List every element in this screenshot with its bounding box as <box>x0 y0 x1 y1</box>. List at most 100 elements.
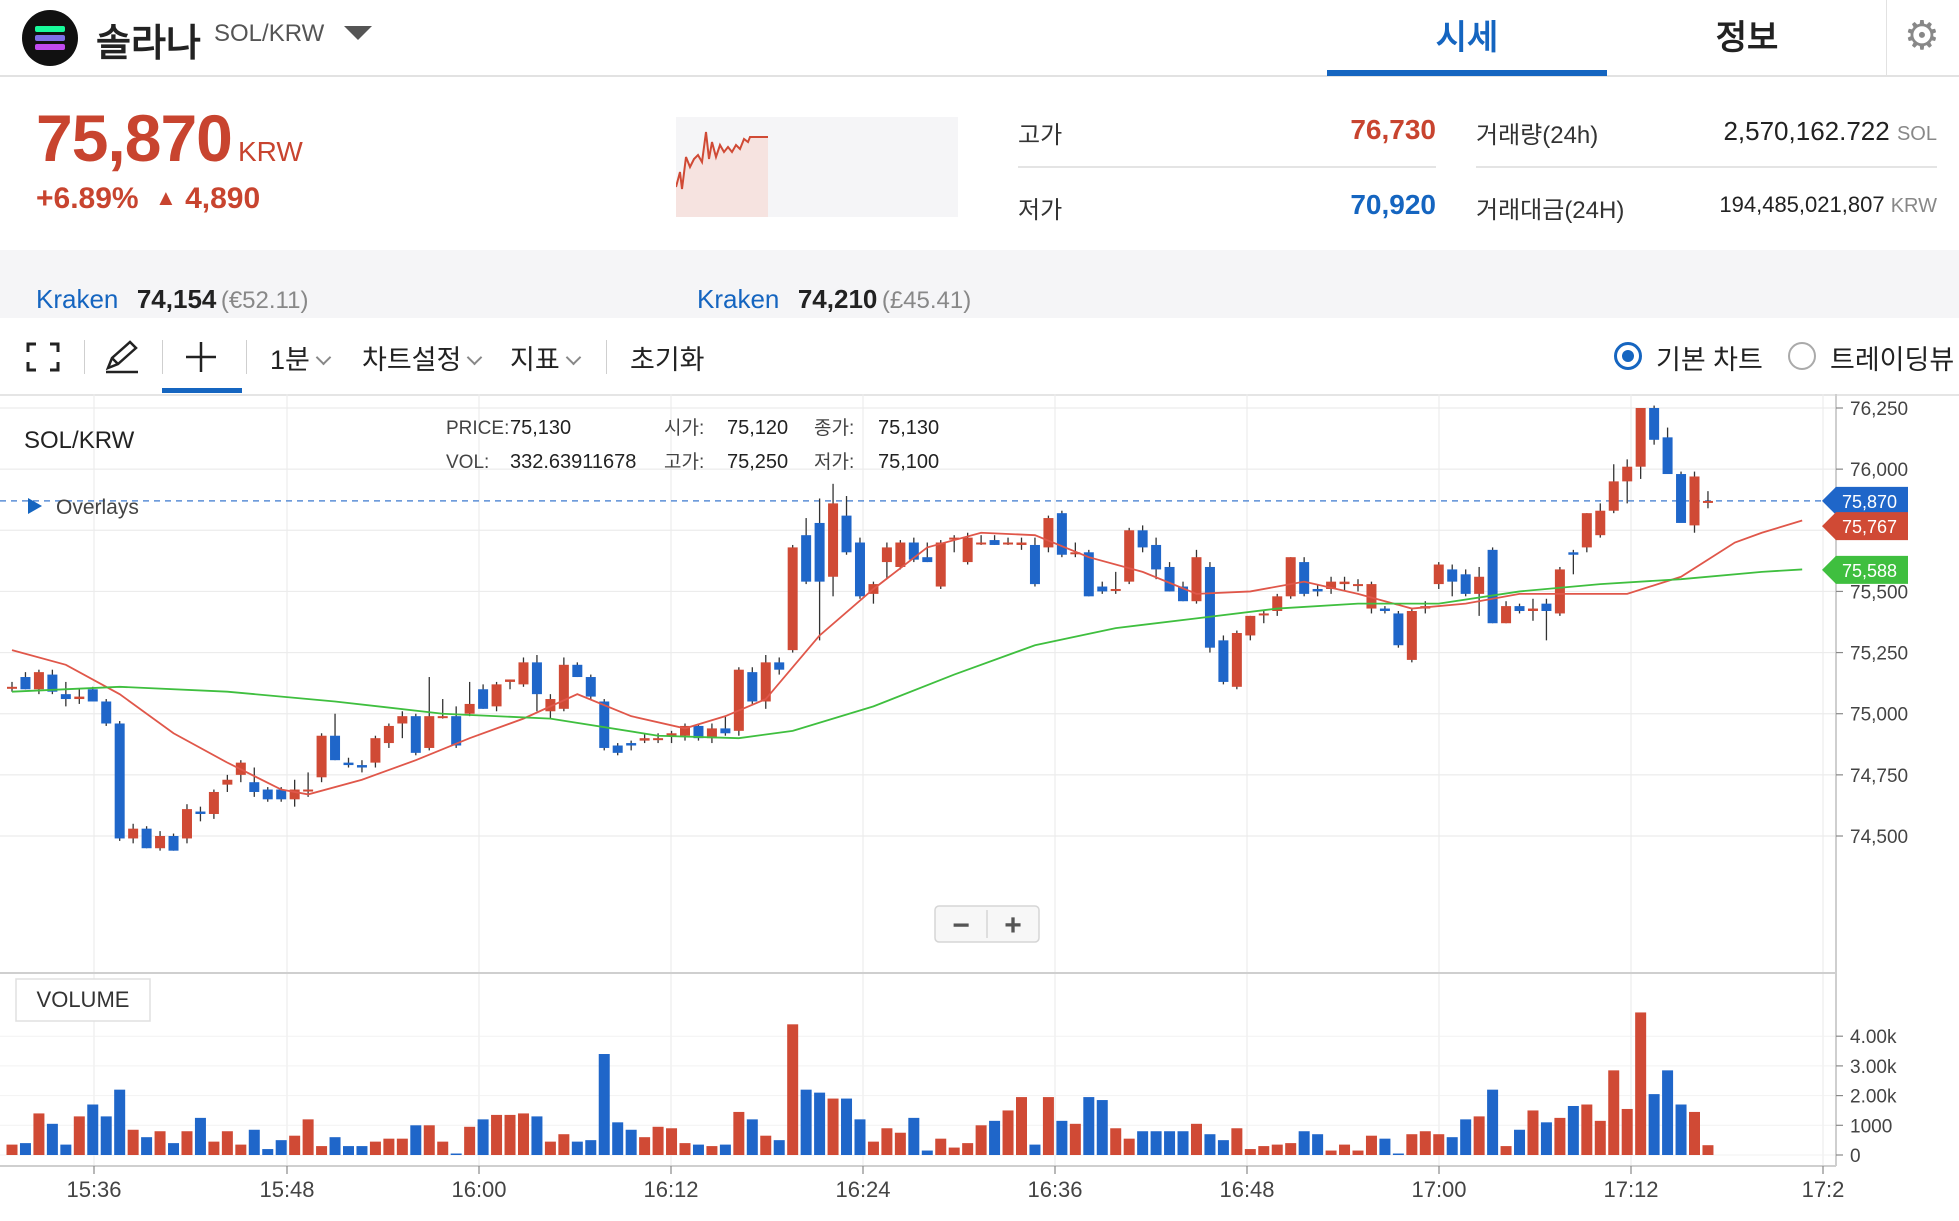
volume-bar <box>746 1119 758 1155</box>
amount-24h: 194,485,021,807 KRW <box>1640 192 1937 218</box>
candle-body <box>1029 544 1040 585</box>
candle-body <box>1393 613 1404 646</box>
candle-body <box>33 672 44 690</box>
candle-body <box>639 738 650 741</box>
volume-bar <box>100 1116 112 1155</box>
volume-bar <box>60 1144 72 1155</box>
tab-price[interactable]: 시세 <box>1327 10 1607 76</box>
basic-chart-label[interactable]: 기본 차트 <box>1656 345 1763 375</box>
volume-bar <box>181 1131 193 1155</box>
candle-body <box>60 694 71 700</box>
volume-bar <box>800 1089 812 1155</box>
volume-bar <box>221 1131 233 1155</box>
candle-body <box>908 542 919 560</box>
basic-chart-radio[interactable] <box>1614 342 1642 370</box>
volume-bar <box>1150 1131 1162 1155</box>
candle-body <box>1581 513 1592 548</box>
exchange-item[interactable]: Kraken 74,154 (€52.11) <box>36 284 308 315</box>
low-label: 저가 <box>1018 197 1063 224</box>
candle-body <box>1326 581 1337 589</box>
candle-body <box>1635 408 1646 467</box>
zoom-in-button[interactable]: + <box>1004 909 1022 942</box>
candlestick-chart[interactable]: 76,25076,00075,75075,50075,25075,00074,7… <box>0 394 1959 1221</box>
volume-bar <box>1298 1131 1310 1155</box>
candle-body <box>653 738 664 741</box>
volume-bar <box>1231 1128 1243 1155</box>
candle-body <box>1702 500 1713 503</box>
volume-axis: 4.00k 3.00k 2.00k 1000 0 <box>1836 1027 1897 1167</box>
volume-value: 2,570,162.722 <box>1723 116 1890 146</box>
time-tick-label: 15:48 <box>259 1177 314 1202</box>
candle-body <box>141 828 152 849</box>
candle-body <box>1299 562 1310 594</box>
settings-button[interactable]: ⚙ <box>1886 0 1959 75</box>
candle-body <box>976 542 987 545</box>
indicators-label: 지표 <box>510 345 560 375</box>
price-value: 75,130 <box>510 417 571 439</box>
volume-bar <box>1123 1138 1135 1155</box>
volume-bar <box>1069 1123 1081 1155</box>
candle-body <box>289 789 300 800</box>
candle-body <box>545 699 556 712</box>
crosshair-icon[interactable] <box>184 340 218 374</box>
fullscreen-icon[interactable] <box>26 342 60 372</box>
coin-name: 솔라나 <box>96 23 201 65</box>
price-tick-label: 74,500 <box>1850 827 1908 848</box>
candle-body <box>1339 581 1350 585</box>
volume-bar <box>1392 1153 1404 1155</box>
reset-button[interactable]: 초기화 <box>630 345 705 375</box>
candle-body <box>505 679 516 682</box>
tradingview-label[interactable]: 트레이딩뷰 <box>1830 345 1955 375</box>
volume-bar <box>719 1144 731 1155</box>
volume-bar <box>1406 1134 1418 1155</box>
volume-bar <box>1594 1120 1606 1155</box>
candle-body <box>1676 474 1687 523</box>
candle-body <box>572 664 583 678</box>
indicators-menu[interactable]: 지표 <box>510 338 581 377</box>
volume-bar <box>1514 1129 1526 1155</box>
candle-body <box>1218 640 1229 682</box>
candle-body <box>733 669 744 731</box>
candle-body <box>1258 613 1269 616</box>
volume-bar <box>1056 1120 1068 1155</box>
volume-bar <box>612 1122 624 1155</box>
candle-body <box>747 672 758 702</box>
overlays-toggle[interactable]: Overlays <box>28 496 139 519</box>
volume-bar <box>1621 1108 1633 1155</box>
low-label-chart: 저가: <box>814 451 854 473</box>
volume-bar <box>814 1092 826 1155</box>
low-value-chart: 75,100 <box>878 451 939 473</box>
exchange-converted: (£45.41) <box>881 287 972 314</box>
candle-body <box>316 735 327 778</box>
candle-body <box>774 662 785 670</box>
chevron-down-icon <box>467 349 483 366</box>
volume-bar <box>1608 1070 1620 1155</box>
exchange-strip: Kraken 74,154 (€52.11) Kraken 74,210 (£4… <box>0 250 1959 318</box>
candle-body <box>249 782 260 792</box>
coin-dropdown-icon[interactable] <box>344 26 372 40</box>
tab-info[interactable]: 정보 <box>1715 19 1779 57</box>
zoom-out-button[interactable]: − <box>952 909 970 942</box>
pencil-icon[interactable] <box>104 340 140 374</box>
price-label: PRICE: <box>446 418 509 439</box>
price-tag-label: 75,588 <box>1842 561 1897 581</box>
candle-body <box>881 547 892 563</box>
exchange-item[interactable]: Kraken 74,210 (£45.41) <box>697 284 971 315</box>
time-tick-label: 16:12 <box>643 1177 698 1202</box>
candle-body <box>1353 584 1363 587</box>
price-unit: KRW <box>238 136 303 167</box>
volume-bar <box>1500 1146 1512 1155</box>
volume-bar <box>302 1119 314 1155</box>
chart-settings-menu[interactable]: 차트설정 <box>362 338 483 377</box>
candle-body <box>47 674 58 692</box>
chart-symbol: SOL/KRW <box>24 427 135 454</box>
price-tag-label: 75,767 <box>1842 517 1897 537</box>
candle-body <box>195 811 206 814</box>
tradingview-radio[interactable] <box>1788 342 1816 370</box>
toolbar-divider <box>162 340 163 374</box>
volume-bar <box>1177 1131 1189 1155</box>
interval-select[interactable]: 1분 <box>270 338 332 377</box>
volume-bar <box>544 1141 556 1155</box>
candle-body <box>491 684 502 707</box>
volume-bar <box>316 1146 328 1155</box>
